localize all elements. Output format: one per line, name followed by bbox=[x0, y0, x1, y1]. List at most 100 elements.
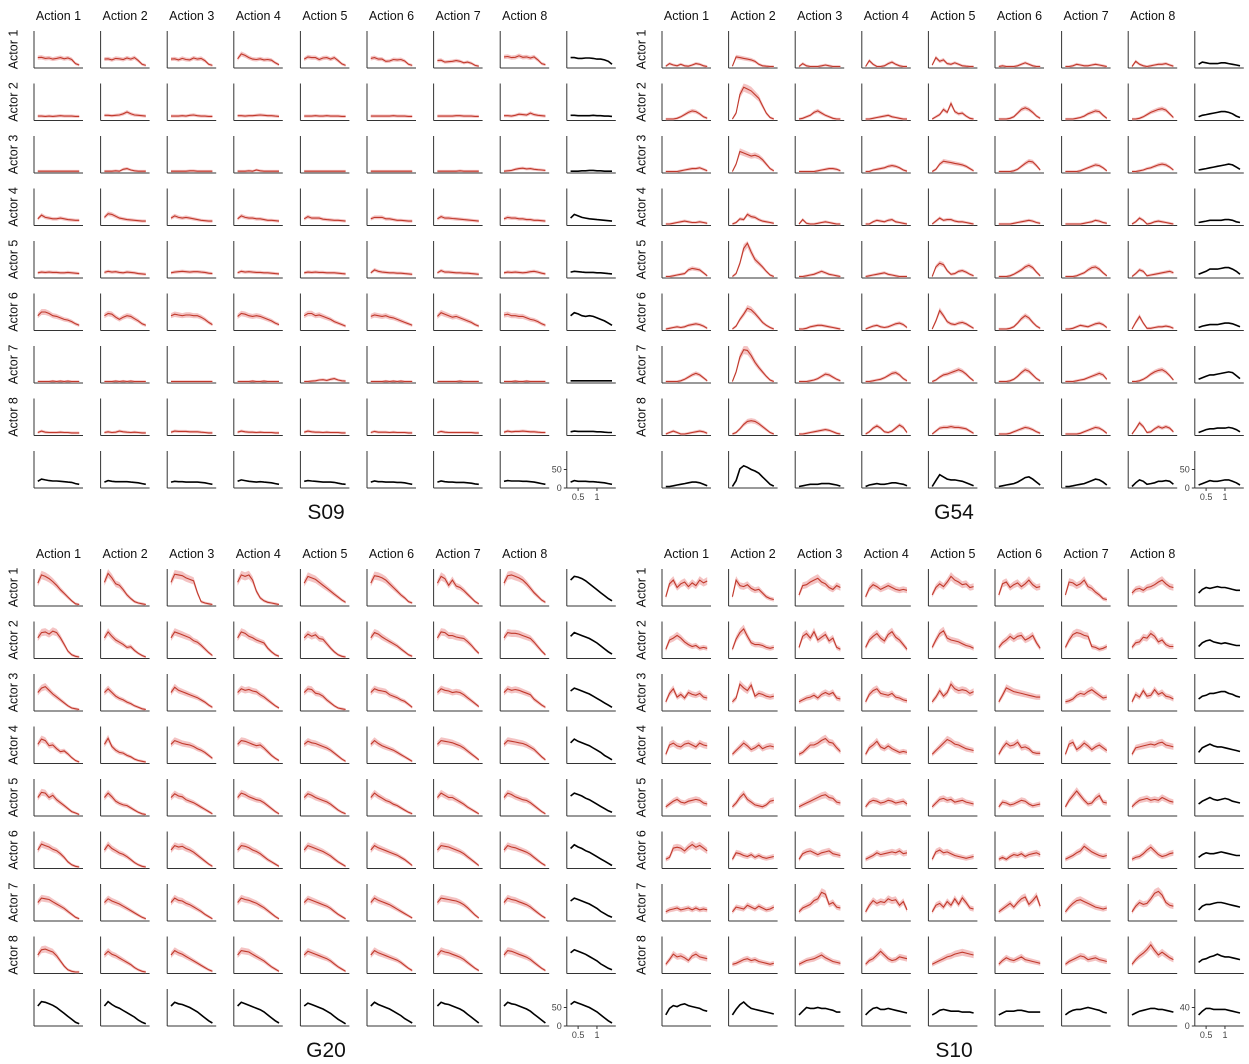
marginal-actor4 bbox=[566, 188, 616, 226]
cell-actor6-action1 bbox=[33, 293, 83, 331]
confidence-band bbox=[665, 429, 708, 436]
series-line bbox=[370, 1001, 413, 1024]
confidence-band bbox=[1065, 738, 1107, 757]
row-label: Actor 6 bbox=[6, 830, 20, 870]
row-label: Actor 1 bbox=[6, 30, 20, 70]
series-line bbox=[865, 322, 908, 330]
row-label: Actor 6 bbox=[634, 292, 648, 332]
confidence-band bbox=[504, 737, 546, 762]
confidence-band bbox=[370, 842, 413, 867]
cell-actor3-action7 bbox=[1061, 674, 1111, 712]
cell-actor7-action8 bbox=[1127, 346, 1178, 384]
series-line bbox=[931, 160, 974, 172]
confidence-band bbox=[437, 842, 479, 867]
cell-actor1-action1 bbox=[661, 31, 711, 69]
cell-actor6-action6 bbox=[366, 831, 416, 869]
series-line bbox=[503, 167, 546, 172]
series-line bbox=[303, 312, 346, 327]
marginal-action8 bbox=[499, 451, 550, 489]
series-line bbox=[170, 1001, 213, 1024]
series-line bbox=[998, 369, 1041, 383]
cell-actor3-action2 bbox=[100, 674, 150, 712]
series-line bbox=[170, 844, 213, 867]
confidence-band bbox=[104, 310, 146, 327]
confidence-band bbox=[998, 953, 1041, 967]
column-label: Action 2 bbox=[731, 547, 776, 561]
series-line bbox=[1131, 890, 1174, 913]
cell-actor2-action1 bbox=[661, 621, 711, 659]
marginal-actor1 bbox=[1194, 31, 1244, 69]
series-line bbox=[931, 896, 974, 913]
series-line bbox=[732, 683, 774, 703]
series-line bbox=[1065, 955, 1107, 965]
series-line bbox=[799, 324, 841, 330]
column-label: Action 6 bbox=[369, 547, 414, 561]
cell-actor6-action7 bbox=[1061, 831, 1111, 869]
marginal-action6 bbox=[994, 451, 1044, 489]
series-line bbox=[665, 798, 708, 808]
series-line bbox=[731, 1000, 775, 1016]
panel-label: G54 bbox=[934, 501, 974, 524]
confidence-band bbox=[37, 840, 80, 869]
cell-actor5-action4 bbox=[861, 779, 911, 817]
cell-actor1-action2 bbox=[728, 569, 778, 607]
cell-actor4-action7 bbox=[433, 726, 483, 764]
confidence-band bbox=[799, 427, 841, 436]
x-tick-label: 0.5 bbox=[1200, 1030, 1213, 1040]
cell-actor4-action2 bbox=[100, 188, 150, 226]
confidence-band bbox=[865, 163, 907, 173]
cell-actor4-action4 bbox=[233, 726, 283, 764]
series-line bbox=[798, 737, 841, 755]
confidence-band bbox=[932, 260, 974, 278]
cell-actor1-action3 bbox=[166, 569, 217, 607]
cell-actor1-action6 bbox=[994, 569, 1044, 607]
series-line bbox=[503, 688, 546, 708]
cell-actor5-action6 bbox=[994, 779, 1044, 817]
series-line bbox=[437, 688, 480, 708]
cell-actor8-action1 bbox=[661, 936, 711, 974]
y-tick-label: 0 bbox=[557, 1021, 562, 1031]
series-line bbox=[303, 575, 346, 603]
cell-actor8-action3 bbox=[794, 936, 845, 974]
series-line bbox=[370, 792, 413, 815]
cell-actor4-action2 bbox=[100, 726, 150, 764]
cell-actor6-action7 bbox=[1061, 293, 1111, 331]
cell-actor7-action3 bbox=[166, 346, 217, 384]
cell-actor7-action4 bbox=[861, 346, 911, 384]
cell-actor6-action3 bbox=[794, 831, 845, 869]
series-line bbox=[665, 372, 708, 383]
series-line bbox=[304, 430, 346, 434]
series-line bbox=[1197, 743, 1241, 753]
cell-actor1-action2 bbox=[100, 31, 150, 69]
cell-actor7-action5 bbox=[299, 884, 350, 922]
cell-actor8-action6 bbox=[366, 398, 416, 436]
cell-actor5-action8 bbox=[499, 779, 550, 817]
cell-actor7-action2 bbox=[728, 346, 778, 384]
cell-actor3-action3 bbox=[794, 136, 845, 174]
cell-actor4-action6 bbox=[994, 188, 1044, 226]
panel-label: S09 bbox=[307, 501, 344, 524]
series-line bbox=[370, 575, 413, 604]
marginal-actor6 bbox=[566, 293, 616, 331]
confidence-band bbox=[504, 894, 546, 920]
cell-actor6-action7 bbox=[433, 831, 483, 869]
marginal-action1 bbox=[33, 451, 83, 489]
series-line bbox=[998, 894, 1041, 913]
cell-actor8-action7 bbox=[433, 936, 483, 974]
cell-actor3-action2 bbox=[100, 136, 150, 174]
cell-actor3-action5 bbox=[927, 674, 978, 712]
cell-actor4-action7 bbox=[1061, 726, 1111, 764]
cell-actor5-action7 bbox=[1061, 241, 1111, 279]
series-line bbox=[104, 56, 146, 66]
series-line bbox=[437, 480, 479, 486]
cell-actor6-action4 bbox=[861, 831, 911, 869]
series-line bbox=[237, 1001, 280, 1024]
series-line bbox=[865, 219, 908, 225]
cell-actor7-action8 bbox=[499, 884, 550, 922]
row-label: Actor 1 bbox=[634, 30, 648, 70]
series-line bbox=[370, 430, 413, 434]
column-label: Action 6 bbox=[997, 547, 1042, 561]
marginal-actor7 bbox=[1194, 884, 1244, 922]
series-line bbox=[1065, 372, 1108, 383]
series-line bbox=[931, 369, 974, 383]
